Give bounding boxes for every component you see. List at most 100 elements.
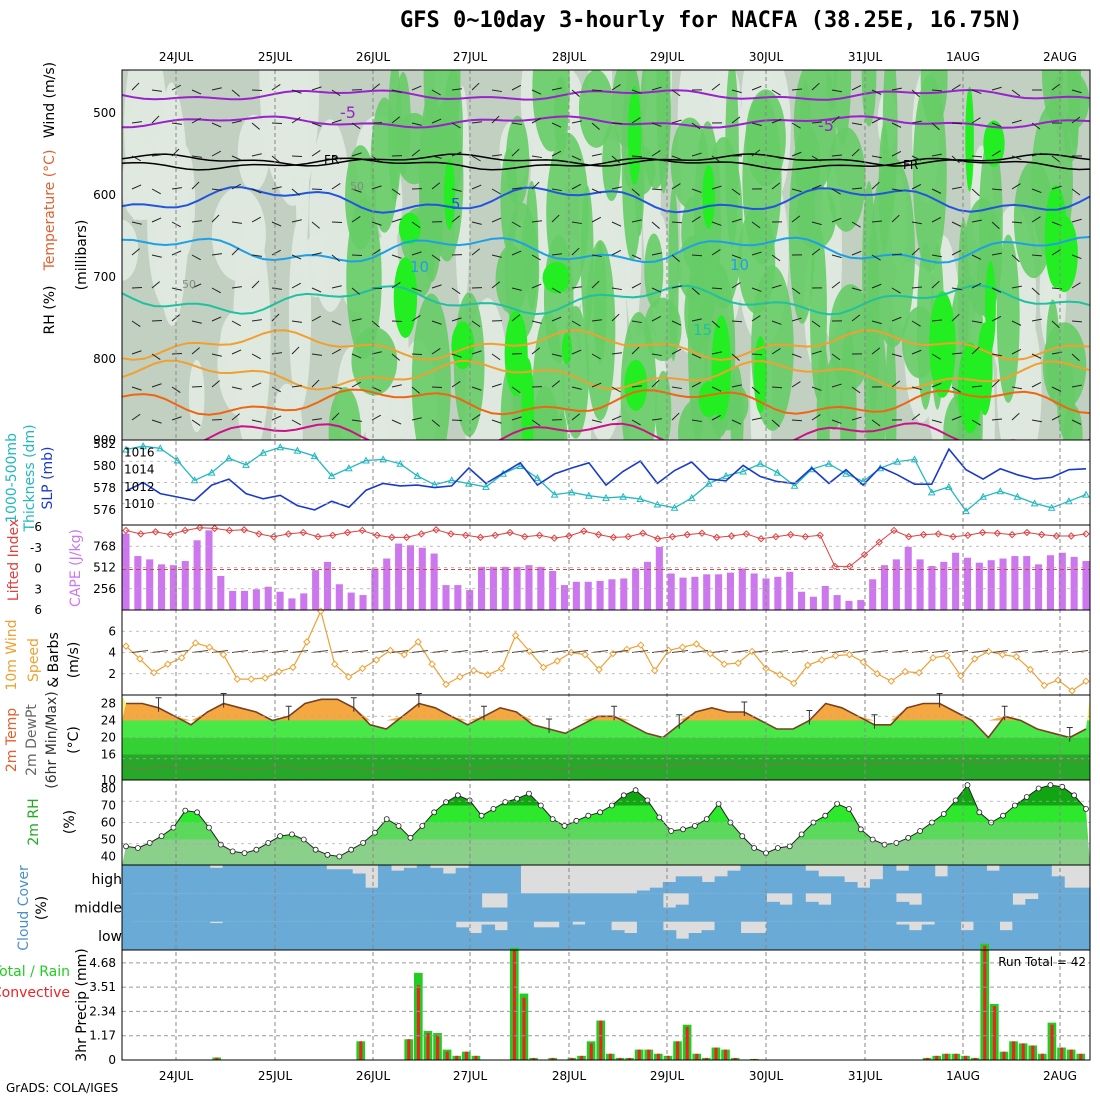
cloud-bar-middle [572,893,586,922]
wind-barb [1051,155,1061,163]
li-point [1023,528,1031,537]
thickness-point [996,487,1005,495]
date-label-bottom: 30JUL [749,1069,784,1083]
contour-line [122,329,1090,362]
wind-speed-point [1026,665,1035,674]
rh-point [407,834,414,841]
precip-convective-bar [474,1055,478,1060]
wind-barb [1071,89,1082,94]
cloud-bar-high [701,882,716,894]
pressure-tick: 800 [93,352,116,366]
wind-barb [631,385,642,388]
wind-barb [591,319,602,322]
rh-point [585,812,592,819]
wind-barb [311,86,322,91]
wind-barb [971,419,981,426]
rh-saturated-region [958,342,983,434]
thickness-point [927,488,936,496]
cloud-bar-middle [934,893,949,922]
precip-convective-bar [426,1033,430,1060]
wind-barb [511,287,522,291]
wind-barb [591,353,601,360]
wind-barb [231,386,242,390]
cape-bar [158,564,166,610]
wind-barb-10m [251,650,269,653]
rh-saturated-region [985,261,996,352]
cape-bar [181,561,189,610]
wind-barb [131,184,142,190]
rh-point [312,846,319,853]
thickness-point [739,467,747,475]
cloud-bar-high [999,865,1013,894]
cloud-bar-middle [986,893,1000,922]
wind-barb [691,318,702,322]
cloud-bar-low [792,921,806,950]
rh-tick: 40 [101,850,116,864]
li-point [639,529,647,537]
wind-barb [911,120,922,124]
precip-convective-bar [733,1057,737,1060]
wind-barb [211,122,222,128]
rh-point [1035,785,1042,792]
wind-speed-point [998,650,1007,659]
li-point [964,531,972,540]
cape-tick: 512 [93,561,116,575]
wind-speed-point [734,659,742,667]
cloud-bar-middle [766,901,780,922]
wind-barb [431,254,441,262]
wind-speed-point [887,677,895,685]
cloud-bar-middle [611,893,625,922]
wind-barb [1031,216,1041,223]
cape-tick: 768 [93,539,116,553]
run-total-label: Run Total = 42 [998,955,1086,969]
wind-barb [771,155,782,160]
wind-barb [131,350,142,355]
date-label-bottom: 31JUL [848,1069,883,1083]
wind-speed-point [692,640,701,648]
wind-barb [331,119,342,124]
cloud-bar-high [377,865,392,894]
temp-band [122,737,1090,755]
cloud-bar-low [507,921,521,950]
thickness-point [636,494,645,502]
wind-barb-10m [311,650,329,653]
cape-bar [1070,556,1078,610]
precip-convective-bar [551,1057,555,1060]
rh-dry-region [122,219,139,281]
wind-barb [351,122,361,130]
cloud-bar-high [649,887,664,894]
label-rh-unit: (%) [62,810,78,834]
precip-convective-bar [436,1035,440,1060]
cloud-bar-middle [818,904,832,922]
wind-barb [951,386,961,393]
wind-barb [591,153,602,157]
wind-barb [531,419,541,427]
cloud-layer-label: middle [74,901,122,917]
cloud-bar-low [727,921,742,950]
cloud-bar-middle [1038,893,1052,922]
wind-barb [871,254,881,261]
cape-bar [786,571,794,610]
cape-bar [869,579,877,610]
wind-barb [391,89,402,93]
cloud-bar-middle [326,893,340,922]
label-thickness: 1000-500mb [4,433,20,523]
rh-moist-region [1063,109,1079,162]
wind-barb [931,188,942,194]
wind-barb [511,84,522,91]
li-point [358,526,367,535]
wind-barb [571,286,582,289]
wind-barb [651,418,662,421]
wind-barb [271,313,280,322]
wind-barb [591,216,602,223]
rh-point [265,840,272,846]
rh-saturated-region [504,310,528,397]
label-lifted-index: Lifted Index [6,519,22,601]
precip-convective-bar [656,1053,660,1060]
cloud-bar-middle [339,893,353,922]
wind-barb [171,187,182,190]
cape-bar [1058,552,1066,610]
cloud-bar-middle [481,907,496,922]
wind-barb [251,122,260,130]
wind-barb [491,254,502,258]
